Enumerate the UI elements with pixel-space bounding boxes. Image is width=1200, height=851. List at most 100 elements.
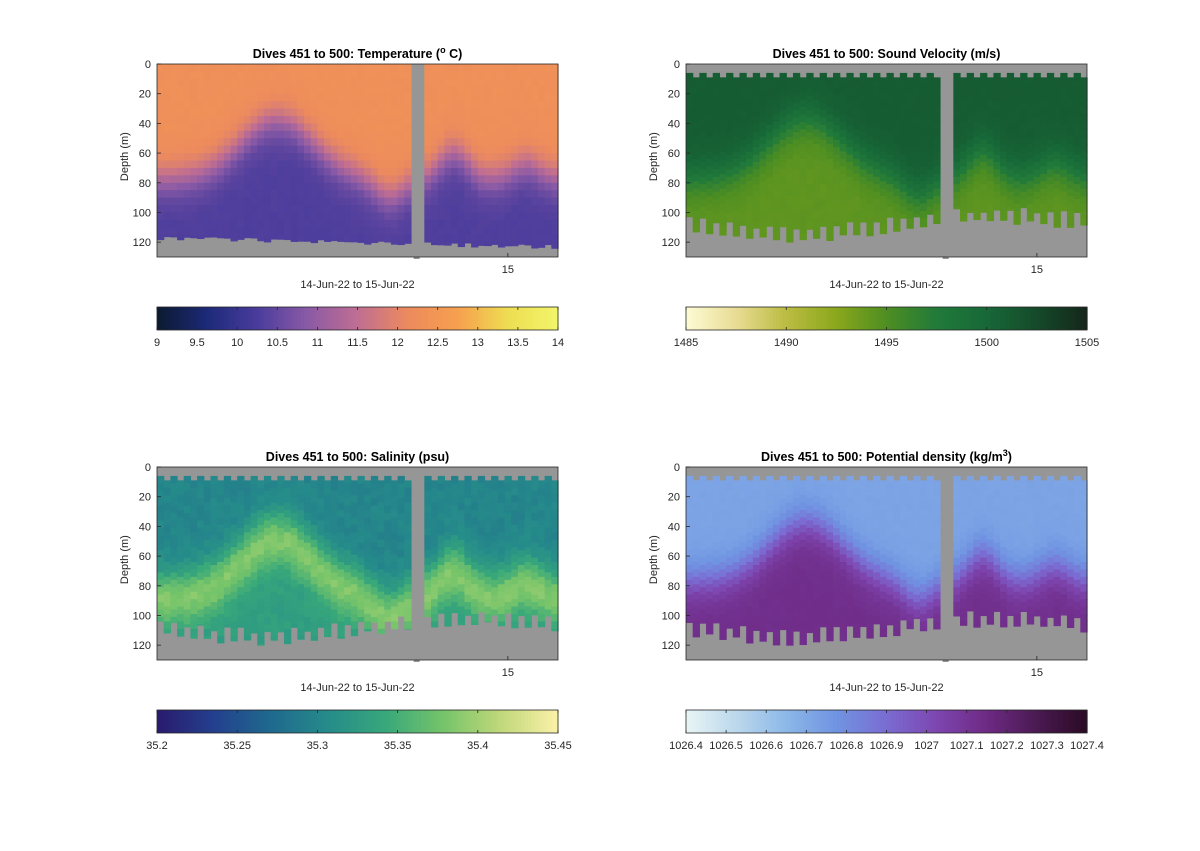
colorbar-segment xyxy=(712,307,717,330)
data-column xyxy=(726,72,734,223)
data-cell xyxy=(879,218,888,227)
data-column xyxy=(792,72,801,230)
data-cell xyxy=(183,520,192,529)
data-cell xyxy=(531,145,539,154)
data-cell xyxy=(759,210,767,219)
data-cell xyxy=(377,160,385,169)
data-cell xyxy=(893,77,901,86)
chart-title: Dives 451 to 500: Sound Velocity (m/s) xyxy=(773,47,1001,61)
data-cell xyxy=(799,576,807,585)
data-cell xyxy=(839,129,847,138)
colorbar-segment xyxy=(1030,307,1035,330)
data-cell xyxy=(424,587,432,596)
data-cell xyxy=(310,86,318,95)
data-cell xyxy=(424,527,432,536)
data-cell xyxy=(504,498,512,507)
data-cell xyxy=(344,535,352,544)
data-cell xyxy=(504,513,512,522)
colorbar-tick-label: 10.5 xyxy=(267,337,288,349)
data-cell xyxy=(752,609,761,618)
data-cell xyxy=(699,520,707,529)
data-cell xyxy=(377,86,385,95)
colorbar-tick-label: 13 xyxy=(472,337,484,349)
data-cell xyxy=(457,584,466,593)
data-cell xyxy=(726,87,734,96)
data-cell xyxy=(217,510,225,519)
data-cell xyxy=(397,483,405,492)
data-cell xyxy=(799,487,807,496)
data-cell xyxy=(833,154,841,163)
data-cell xyxy=(806,631,814,634)
data-cell xyxy=(304,520,312,529)
data-cell xyxy=(746,495,754,504)
data-cell xyxy=(993,117,1001,126)
data-cell xyxy=(277,153,285,162)
data-cell xyxy=(686,602,694,611)
data-cell xyxy=(686,572,694,581)
data-column xyxy=(491,64,499,245)
data-cell xyxy=(746,547,754,556)
data-cell xyxy=(544,78,552,87)
data-cell xyxy=(1066,99,1075,108)
data-cell xyxy=(491,182,499,191)
data-cell xyxy=(766,169,774,178)
data-cell xyxy=(243,130,252,139)
data-cell xyxy=(183,572,192,581)
data-cell xyxy=(537,71,546,80)
data-cell xyxy=(893,181,901,190)
data-cell xyxy=(839,121,847,130)
data-cell xyxy=(404,606,412,615)
data-cell xyxy=(384,64,392,73)
data-cell xyxy=(290,160,298,169)
data-cell xyxy=(263,190,272,199)
data-cell xyxy=(826,517,834,526)
data-cell xyxy=(364,628,372,632)
data-cell xyxy=(471,123,479,132)
data-cell xyxy=(444,524,452,533)
data-cell xyxy=(377,197,385,206)
colorbar-segment xyxy=(843,307,847,330)
data-cell xyxy=(297,160,305,169)
data-cell xyxy=(370,587,379,596)
data-cell xyxy=(203,495,212,504)
data-cell xyxy=(297,123,305,132)
data-cell xyxy=(197,609,205,618)
data-cell xyxy=(692,136,700,145)
data-cell xyxy=(190,205,198,214)
data-cell xyxy=(317,505,325,514)
data-cell xyxy=(806,609,814,618)
data-cell xyxy=(531,490,539,499)
data-column xyxy=(471,64,479,248)
data-cell xyxy=(297,591,305,600)
data-cell xyxy=(524,197,532,206)
colorbar-segment xyxy=(457,710,462,733)
colorbar-segment xyxy=(180,307,185,330)
data-cell xyxy=(290,205,298,214)
data-column xyxy=(283,480,292,645)
data-cell xyxy=(973,196,981,205)
data-cell xyxy=(317,234,325,241)
data-cell xyxy=(250,527,258,536)
data-cell xyxy=(859,95,868,104)
data-cell xyxy=(471,197,479,206)
colorbar-segment xyxy=(404,307,409,330)
data-cell xyxy=(484,547,492,556)
data-cell xyxy=(1026,136,1035,145)
data-cell xyxy=(692,107,700,116)
data-cell xyxy=(686,124,694,133)
data-cell xyxy=(712,184,721,193)
data-cell xyxy=(230,197,238,206)
data-cell xyxy=(484,212,492,221)
data-cell xyxy=(899,80,908,89)
data-cell xyxy=(732,628,741,637)
data-cell xyxy=(551,86,559,95)
data-cell xyxy=(243,93,252,102)
data-cell xyxy=(786,510,794,519)
colorbar-segment xyxy=(929,307,934,330)
data-cell xyxy=(217,599,225,608)
data-cell xyxy=(772,188,781,197)
data-cell xyxy=(324,621,332,630)
data-cell xyxy=(384,616,392,622)
colorbar-segment xyxy=(973,307,978,330)
data-cell xyxy=(464,182,472,191)
